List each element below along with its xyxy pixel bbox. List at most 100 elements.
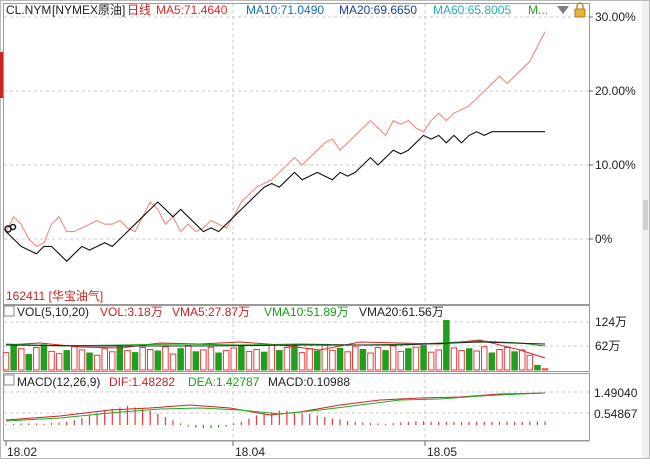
- ma60-label: MA60:65.8005: [433, 3, 511, 17]
- volume-bar: [443, 320, 450, 371]
- collapse-box-icon[interactable]: [3, 374, 15, 386]
- vol-axis-label: 124万: [595, 315, 627, 329]
- volume-bar: [154, 350, 162, 371]
- symbol-label: CL.NYM: [6, 3, 51, 17]
- price-grid: [4, 4, 589, 304]
- dea-value: DEA:1.42787: [188, 375, 260, 389]
- volume-bar: [185, 345, 192, 371]
- volume-bar: [541, 368, 549, 371]
- volume-bar: [78, 349, 86, 371]
- macd-header: MACD(12,26,9) DIF:1.48282 DEA:1.42787 MA…: [3, 374, 350, 389]
- volume-bar: [147, 349, 154, 371]
- volume-bar: [450, 347, 458, 371]
- volume-bar: [238, 345, 245, 371]
- volume-bar: [2, 352, 10, 371]
- vol-title: VOL(5,10,20): [17, 305, 89, 319]
- right-scrollbar[interactable]: [642, 1, 649, 458]
- chevron-down-icon[interactable]: [557, 6, 569, 14]
- chart-header: CL.NYM [NYMEX原油] 日线 MA5:71.4640 MA10:71.…: [6, 3, 548, 17]
- macd-axis-label: 0.54867: [594, 407, 638, 421]
- scroll-thumb[interactable]: [643, 200, 648, 230]
- volume-bar: [511, 351, 518, 371]
- volume-bar: [116, 345, 124, 371]
- volume-bar: [465, 348, 473, 371]
- date-ticks: [5, 441, 426, 446]
- price-axis-label: 20.00%: [595, 84, 636, 98]
- lock-icon[interactable]: [574, 2, 586, 18]
- volume-bar: [276, 350, 283, 371]
- dea-line: [5, 392, 546, 422]
- volume-bar: [427, 351, 435, 371]
- volume-bars: [2, 320, 549, 371]
- volume-bar: [412, 346, 420, 371]
- vol-value: VOL:3.18万: [100, 305, 163, 319]
- price-axis-label: 30.00%: [595, 10, 636, 24]
- date-label: 18.02: [7, 445, 37, 459]
- volume-bar: [344, 351, 351, 371]
- vma20-value: VMA20:61.56万: [359, 305, 444, 319]
- volume-bar: [162, 346, 169, 371]
- volume-bar: [245, 350, 253, 371]
- volume-bar: [207, 346, 215, 371]
- oil-price-line: [5, 31, 546, 248]
- volume-bar: [177, 348, 184, 371]
- volume-bar: [420, 345, 427, 371]
- volume-bar: [526, 354, 534, 371]
- volume-bar: [40, 344, 48, 371]
- volume-bar: [359, 349, 367, 371]
- vol-axis-label: 62万: [595, 339, 620, 353]
- volume-bar: [336, 347, 344, 371]
- volume-bar: [283, 347, 291, 371]
- volume-bar: [260, 351, 268, 371]
- volume-bar: [169, 353, 177, 371]
- period-label[interactable]: 日线: [127, 3, 151, 17]
- fund-price-line: [5, 131, 545, 262]
- start-marker-icon: [4, 223, 17, 233]
- vma10-line: [5, 340, 546, 347]
- more-ma-label[interactable]: M...: [528, 3, 548, 17]
- volume-bar: [435, 349, 442, 371]
- volume-bar: [306, 348, 313, 371]
- volume-bar: [268, 344, 275, 371]
- volume-panel: [3, 305, 590, 372]
- macd-bars: [5, 405, 546, 429]
- volume-bar: [139, 347, 146, 371]
- macd-axis: 1.49040 0.54867: [594, 386, 638, 421]
- price-axis-label: 10.00%: [595, 158, 636, 172]
- volume-bar: [481, 346, 488, 371]
- volume-bar: [86, 352, 93, 371]
- volume-bar: [25, 354, 32, 371]
- macd-lines: [5, 392, 546, 422]
- volume-bar: [314, 350, 321, 371]
- volume-bar: [503, 347, 511, 371]
- volume-bar: [405, 348, 412, 371]
- volume-bar: [131, 352, 139, 371]
- volume-bar: [367, 352, 374, 371]
- volume-bar: [71, 346, 78, 371]
- macd-value: MACD:0.10988: [268, 375, 350, 389]
- volume-bar: [329, 349, 336, 371]
- volume-bar: [389, 345, 397, 371]
- dif-value: DIF:1.48282: [109, 375, 175, 389]
- volume-ma-lines: [5, 339, 546, 359]
- price-axis: 30.00% 20.00% 10.00% 0%: [595, 10, 636, 246]
- volume-bar: [48, 350, 55, 371]
- volume-bar: [374, 347, 382, 371]
- volume-bar: [458, 350, 465, 371]
- volume-bar: [222, 350, 230, 371]
- volume-bar: [55, 353, 63, 371]
- date-axis: 18.02 18.04 18.05: [7, 445, 457, 459]
- collapse-box-icon[interactable]: [3, 305, 15, 317]
- exchange-label: [NYMEX原油]: [52, 3, 125, 17]
- date-label: 18.05: [427, 445, 457, 459]
- volume-bar: [10, 345, 17, 371]
- volume-bar: [253, 349, 260, 371]
- volume-bar: [33, 347, 40, 371]
- volume-bar: [192, 351, 200, 371]
- volume-bar: [63, 350, 70, 371]
- date-label: 18.04: [235, 445, 265, 459]
- volume-bar: [230, 347, 237, 371]
- volume-bar: [382, 350, 389, 371]
